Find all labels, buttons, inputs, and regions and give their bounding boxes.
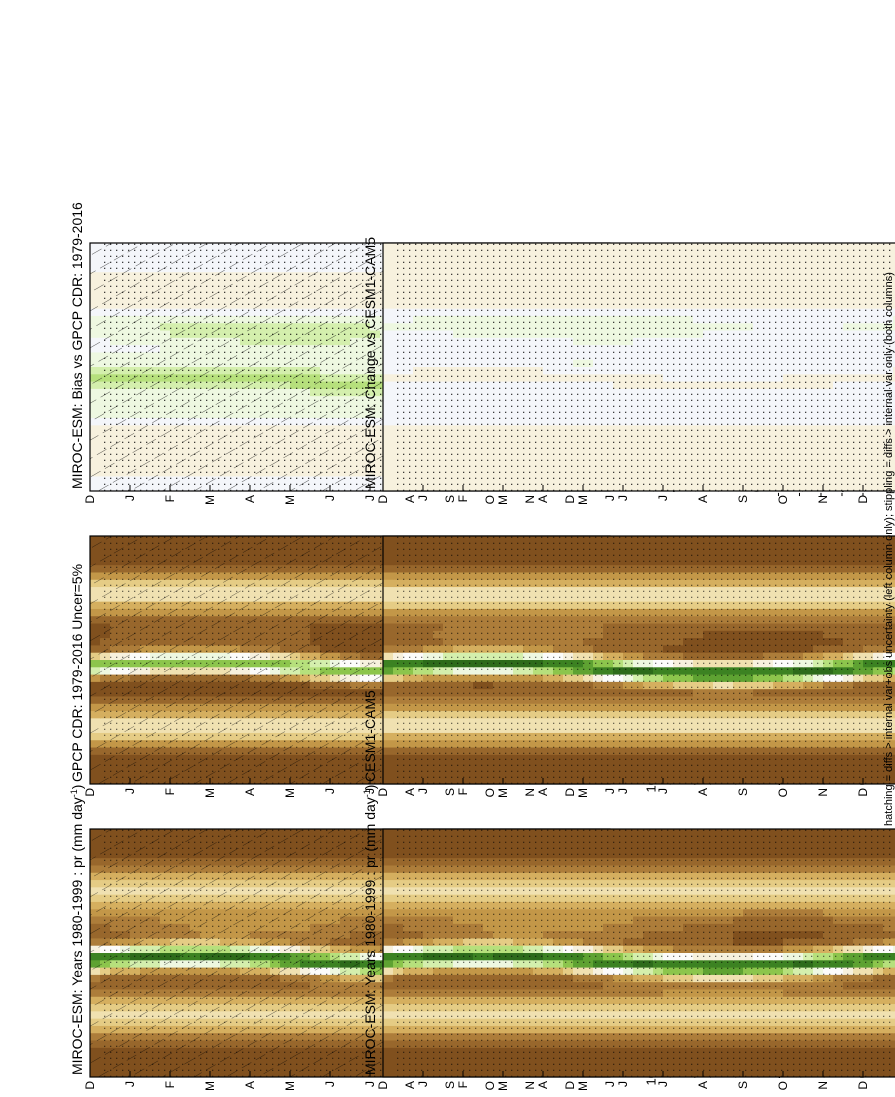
- heatmap-cell: [383, 923, 394, 932]
- heatmap-cell: [383, 981, 394, 990]
- heatmap-cell: [383, 1003, 394, 1012]
- heatmap-cell: [383, 842, 394, 851]
- heatmap-cell: [383, 857, 394, 866]
- month-tick-label: O: [776, 1081, 790, 1090]
- heatmap-cell: [383, 996, 394, 1005]
- heatmap-cell: [383, 872, 394, 881]
- heatmap-cell: [383, 835, 394, 844]
- heatmap-cell: [383, 966, 394, 975]
- month-tick-label: D: [563, 1081, 577, 1090]
- month-tick-label: M: [283, 1081, 297, 1091]
- panel-title: MIROC-ESM: Years 1980-1999 : pr (mm day-…: [362, 785, 378, 1075]
- month-tick-label: J: [616, 1081, 630, 1087]
- month-tick-label: N: [816, 1081, 830, 1090]
- heatmap-cell: [383, 1032, 394, 1041]
- heatmap-cell: [383, 1069, 394, 1077]
- heatmap-cell: [383, 915, 394, 924]
- axes: 8060°N20020°S6080DJFMAMJJASONDJ: [376, 828, 895, 1091]
- heatmap-cell: [383, 829, 394, 837]
- month-tick-label: A: [403, 1081, 417, 1089]
- month-tick-label: N: [523, 1081, 537, 1090]
- month-tick-label: J: [363, 1081, 377, 1087]
- panel-model-climatology-2: 8060°N20020°S6080DJFMAMJJASONDJ MIROC-ES…: [362, 785, 895, 1091]
- panel-title: MIROC-ESM: Years 1980-1999 : pr (mm day-…: [69, 785, 85, 1075]
- heatmap-cell: [383, 988, 394, 997]
- heatmap-cell: [383, 1010, 394, 1019]
- month-tick-label: M: [496, 1081, 510, 1091]
- month-tick-label: J: [656, 1081, 670, 1087]
- month-tick-label: F: [456, 1081, 470, 1088]
- stippling-overlay: [393, 829, 893, 1077]
- heatmap-cell: [383, 1054, 394, 1063]
- month-tick-label: D: [376, 1081, 390, 1090]
- heatmap-cell: [383, 1018, 394, 1026]
- month-tick-label: M: [576, 1081, 590, 1091]
- month-tick-label: A: [696, 1081, 710, 1089]
- heatmap-cell: [383, 894, 394, 902]
- heatmap-cell: [383, 850, 394, 859]
- month-tick-label: M: [203, 1081, 217, 1091]
- heatmap-cell: [383, 1025, 394, 1034]
- heatmap-cell: [383, 901, 394, 910]
- heatmap-cell: [383, 886, 394, 895]
- month-tick-label: A: [536, 1081, 550, 1089]
- heatmap-cell: [383, 974, 394, 983]
- month-tick-label: J: [123, 1081, 137, 1087]
- heatmap-cell: [383, 952, 394, 961]
- heatmap-cell: [383, 879, 394, 888]
- month-tick-label: A: [243, 1081, 257, 1089]
- month-tick-label: F: [163, 1081, 177, 1088]
- heatmap-cell: [383, 945, 394, 953]
- heatmap-cell: [383, 930, 394, 939]
- month-tick-label: J: [416, 1081, 430, 1087]
- month-tick-label: S: [443, 1081, 457, 1089]
- month-tick-label: D: [83, 1081, 97, 1090]
- month-tick-label: J: [323, 1081, 337, 1087]
- plot-frame: [382, 828, 895, 1078]
- heatmap-cell: [383, 937, 394, 946]
- heatmap-cell: [383, 959, 394, 968]
- heatmap-cell: [383, 908, 394, 917]
- month-tick-label: J: [603, 1081, 617, 1087]
- month-tick-label: S: [736, 1081, 750, 1089]
- heatmap-cell: [383, 1061, 394, 1070]
- heatmap-cell: [383, 864, 394, 873]
- month-tick-label: O: [483, 1081, 497, 1090]
- heatmap-cell: [383, 1047, 394, 1056]
- month-tick-label: D: [856, 1081, 870, 1090]
- heatmap-cell: [383, 1039, 394, 1048]
